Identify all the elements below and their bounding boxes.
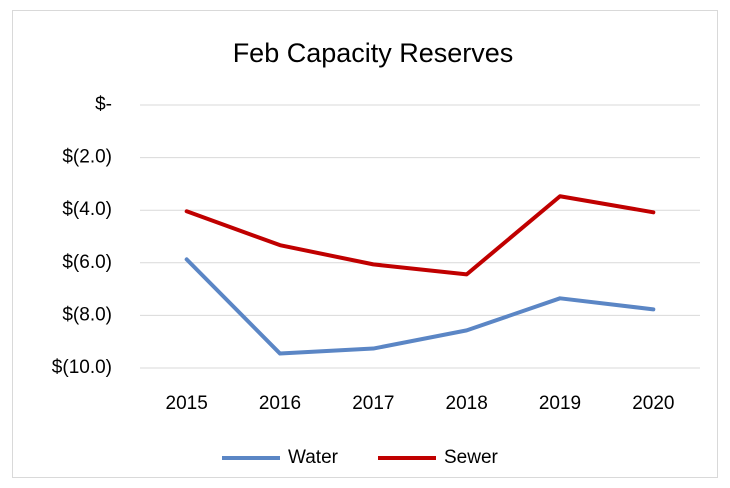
x-tick-label: 2019 — [539, 393, 581, 414]
y-tick-label: $(2.0) — [62, 147, 112, 168]
x-tick-label: 2015 — [166, 393, 208, 414]
x-tick-label: 2018 — [446, 393, 488, 414]
y-tick-label: $- — [95, 94, 112, 115]
y-tick-label: $(8.0) — [62, 304, 112, 325]
legend-label: Sewer — [444, 447, 499, 468]
y-tick-label: $(4.0) — [62, 199, 112, 220]
chart-border — [12, 10, 718, 478]
chart-title: Feb Capacity Reserves — [233, 38, 514, 68]
data-line — [184, 194, 656, 277]
data-line — [184, 257, 656, 356]
x-tick-label: 2017 — [352, 393, 394, 414]
x-tick-label: 2016 — [259, 393, 301, 414]
y-tick-label: $(6.0) — [62, 252, 112, 273]
x-tick-label: 2020 — [632, 393, 674, 414]
y-tick-label: $(10.0) — [52, 357, 112, 378]
legend-label: Water — [288, 447, 339, 468]
